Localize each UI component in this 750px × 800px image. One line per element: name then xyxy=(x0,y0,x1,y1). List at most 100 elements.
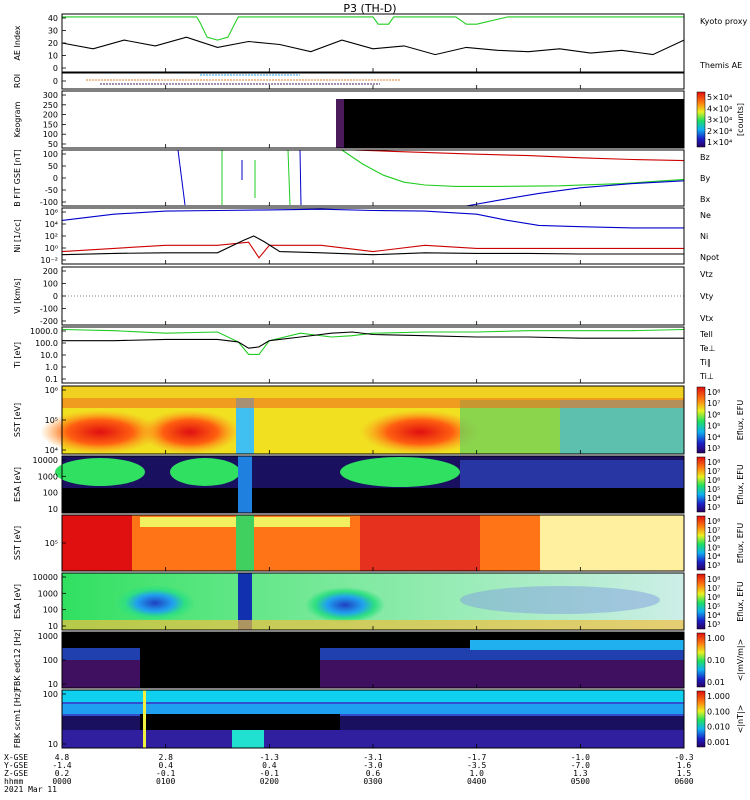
sst_ion-colorbar-tick: 10⁴ xyxy=(707,433,720,442)
fbk-scm-spectrogram xyxy=(62,690,684,748)
ae-ytick: 40 xyxy=(48,14,58,23)
keogram-colorbar-label: [counts] xyxy=(736,103,745,136)
esa_elec-colorbar-tick: 10⁶ xyxy=(707,593,720,602)
sst_ion-colorbar-tick: 10³ xyxy=(707,444,720,453)
fbk_scm-ytick: 10 xyxy=(48,740,58,749)
esa_elec-colorbar-label: Eflux, EFU xyxy=(736,581,745,622)
fbk_scm-ylabel: FBK scm1 [Hz] xyxy=(13,690,22,748)
fbk_scm-colorbar xyxy=(696,690,706,748)
footer-value: 0500 xyxy=(571,777,590,786)
density-ytick: 10⁰ xyxy=(45,244,58,253)
footer-value: 1.6 xyxy=(677,761,692,770)
esa_ion-colorbar-tick: 10³ xyxy=(707,503,720,512)
ae-ytick: 0 xyxy=(53,64,58,73)
footer-value: -7.0 xyxy=(571,761,590,770)
esa_ion-ytick: 100 xyxy=(43,489,58,498)
footer-value: -1.3 xyxy=(260,753,279,762)
footer-value: -1.7 xyxy=(467,753,486,762)
footer-row-label: Z-GSE xyxy=(4,769,28,778)
footer-value: -3.0 xyxy=(363,761,382,770)
ae-frame xyxy=(61,13,685,73)
esa_ion-ylabel: ESA [eV] xyxy=(13,467,22,502)
esa_elec-colorbar-tick: 10³ xyxy=(707,620,720,629)
fbk_scm-colorbar-tick: 0.010 xyxy=(707,723,730,732)
density-series-ni xyxy=(61,235,684,256)
keogram-ytick: 100 xyxy=(43,130,58,139)
temperature-legend-label: Te⊥ xyxy=(699,344,715,353)
esa_ion-colorbar-tick: 10⁴ xyxy=(707,494,720,503)
esa_elec-colorbar-tick: 10⁵ xyxy=(707,602,720,611)
sst_ion-colorbar-tick: 10⁸ xyxy=(707,388,720,397)
fbk_scm-ytick: 100 xyxy=(43,690,58,699)
fbk_scm-colorbar-tick: 0.100 xyxy=(707,707,730,716)
esa_ion-ytick: 10000 xyxy=(33,456,58,465)
bfit-spikes xyxy=(177,149,302,206)
esa_ion-colorbar-label: Eflux, EFU xyxy=(736,464,745,505)
velocity-ytick: -100 xyxy=(40,305,58,314)
keogram-colorbar-tick: 1×10⁴ xyxy=(707,138,732,147)
density-series-npot xyxy=(61,208,684,229)
footer-row-label: hhmm xyxy=(4,777,23,786)
velocity-ytick: 100 xyxy=(43,280,58,289)
density-ytick: 10⁻² xyxy=(40,256,58,265)
sst_elec-colorbar-tick: 10⁵ xyxy=(707,543,720,552)
esa_ion-colorbar-tick: 10⁵ xyxy=(707,485,720,494)
density-legend-label: Ni xyxy=(700,232,708,241)
sst_ion-ylabel: SST [eV] xyxy=(13,403,22,437)
footer-value: -1.4 xyxy=(52,761,71,770)
roi-ylabel: ROI xyxy=(13,74,22,88)
keogram-colorbar-tick: 3×10⁴ xyxy=(707,116,732,125)
esa_elec-ytick: 100 xyxy=(43,606,58,615)
bfit-legend-label: Bz xyxy=(700,153,710,162)
sst_elec-ylabel: SST [eV] xyxy=(13,526,22,560)
esa-ion-spectrogram xyxy=(55,456,684,513)
fbk_scm-colorbar-label: <|nT|> xyxy=(736,705,745,734)
density-ytick: 10² xyxy=(45,232,58,241)
sst_ion-colorbar-tick: 10⁵ xyxy=(707,422,720,431)
sst-ion-spectrogram xyxy=(40,386,684,454)
ae-ytick: 20 xyxy=(48,39,58,48)
sst_ion-ytick: 10⁵ xyxy=(45,416,58,425)
velocity-ytick: 0 xyxy=(53,292,58,301)
ae-legend-label: Kyoto proxy AE xyxy=(700,17,750,26)
esa_elec-ytick: 10000 xyxy=(33,573,58,582)
density-legend-label: Npot xyxy=(700,253,719,262)
esa_ion-ytick: 10 xyxy=(48,505,58,514)
footer-value: 1.3 xyxy=(573,769,588,778)
sst_elec-colorbar-tick: 10⁷ xyxy=(707,526,720,535)
esa_ion-colorbar-tick: 10⁷ xyxy=(707,467,720,476)
density-series-ne xyxy=(61,241,684,259)
fbk_scm-colorbar-tick: 0.001 xyxy=(707,738,730,747)
temperature-ytick: 0.1 xyxy=(45,375,58,384)
keogram-ytick: 200 xyxy=(43,111,58,120)
ae-ytick: 10 xyxy=(48,52,58,61)
temperature-frame xyxy=(61,326,685,384)
fbk_scm-colorbar-tick: 1.000 xyxy=(707,692,730,701)
bfit-series-bz xyxy=(352,149,685,162)
fbk_edc-colorbar xyxy=(696,632,706,688)
footer-value: 2.8 xyxy=(158,753,173,762)
keogram-colorbar-tick: 2×10⁴ xyxy=(707,127,732,136)
keogram-ytick: 50 xyxy=(48,140,58,149)
footer-value: 0.6 xyxy=(366,769,381,778)
footer-value: 1.0 xyxy=(469,769,484,778)
keogram-colorbar-tick: 4×10⁴ xyxy=(707,104,732,113)
esa_elec-ytick: 1000 xyxy=(38,589,58,598)
bfit-ytick: -100 xyxy=(40,198,58,207)
esa_elec-ylabel: ESA [eV] xyxy=(13,584,22,619)
velocity-ylabel: Vi [km/s] xyxy=(13,278,22,314)
roi-ytick: 0 xyxy=(53,77,58,86)
esa_elec-ytick: 10 xyxy=(48,622,58,631)
temperature-legend-label: Ti⊥ xyxy=(699,372,714,381)
esa_ion-colorbar xyxy=(696,456,706,513)
temperature-ytick: 100.0 xyxy=(35,339,58,348)
esa_elec-colorbar-tick: 10⁷ xyxy=(707,584,720,593)
footer-value: 0600 xyxy=(674,777,693,786)
ae-series-themis-ae xyxy=(61,36,685,56)
sst_ion-ytick: 10⁶ xyxy=(45,386,58,395)
sst_ion-colorbar-label: Eflux, EFU xyxy=(736,400,745,441)
velocity-ytick: 200 xyxy=(43,267,58,276)
bfit-ytick: 50 xyxy=(48,162,58,171)
esa_ion-ytick: 1000 xyxy=(38,472,58,481)
